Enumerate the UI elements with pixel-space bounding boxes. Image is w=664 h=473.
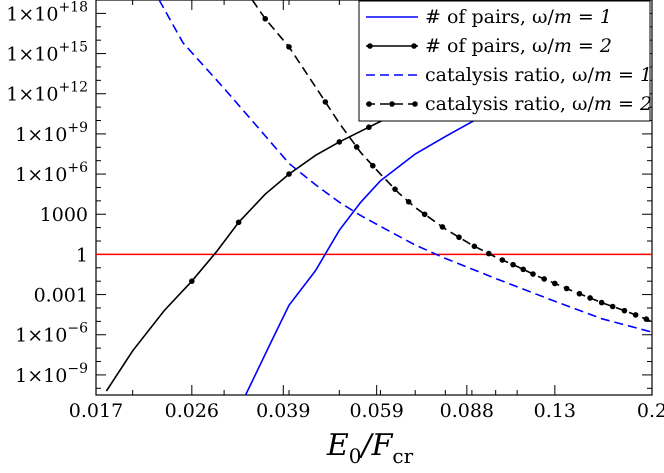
series-line-3 <box>158 0 652 333</box>
x-tick-label: 0.017 <box>69 400 123 422</box>
y-tick-label: 1×10+9 <box>15 120 88 146</box>
series-4-marker <box>286 44 292 50</box>
series-4-marker <box>439 224 446 230</box>
y-tick-label: 1×10+12 <box>6 80 88 106</box>
series-2-marker <box>336 139 343 145</box>
y-tick-labels: 1×10+18 1×10+15 1×10+12 1×10+9 1×10+6 1000 1 0.… <box>6 0 88 387</box>
legend-label-2: # of pairs, ω/m = 2 <box>425 35 612 57</box>
series-2-marker <box>235 219 242 226</box>
series-4-marker <box>369 162 376 169</box>
series-2-marker <box>366 124 372 131</box>
series-4-marker <box>632 312 639 318</box>
series-4-marker <box>530 271 536 277</box>
legend: # of pairs, ω/m = 1 # of pairs, ω/m = 2 ca… <box>358 0 652 122</box>
x-tick-label: 0.13 <box>534 400 576 422</box>
y-tick-label: 1 <box>76 244 88 266</box>
series-4-marker <box>598 299 605 306</box>
series-4-marker <box>510 261 516 268</box>
x-tick-label: 0.059 <box>349 400 403 422</box>
series-4-marker <box>392 186 398 192</box>
x-tick-label: 0.2 <box>637 400 664 422</box>
series-4-marker <box>552 280 558 287</box>
legend-box <box>358 0 651 122</box>
y-tick-label: 1×10−6 <box>15 321 88 347</box>
legend-label-1: # of pairs, ω/m = 1 <box>425 6 612 28</box>
x-tick-labels: 0.017 0.026 0.039 0.059 0.088 0.13 0.2 <box>69 400 664 422</box>
x-axis-label: E0/Fcr <box>326 428 414 468</box>
y-tick-label: 1×10+18 <box>6 0 88 25</box>
series-4-marker <box>520 266 527 273</box>
series-4-marker <box>576 290 583 297</box>
series-4-marker <box>643 316 650 322</box>
x-tick-label: 0.026 <box>165 400 219 422</box>
legend-label-3: catalysis ratio, ω/m = 1 <box>425 64 652 86</box>
series-line-1 <box>244 90 534 395</box>
x-tick-label: 0.039 <box>256 400 310 422</box>
legend-marker-2 <box>411 43 417 49</box>
series-4-marker <box>485 250 492 257</box>
series-line-4 <box>251 0 652 323</box>
series-4-marker <box>471 243 478 250</box>
series-4-marker <box>563 285 570 292</box>
series-4-marker <box>587 295 593 301</box>
series-4-marker <box>262 15 269 22</box>
legend-marker-2 <box>367 43 373 49</box>
series-4-marker <box>456 234 462 241</box>
plot-frame <box>95 0 653 396</box>
series-4-marker <box>541 276 547 282</box>
series-4-marker <box>499 257 506 263</box>
series-4-marker <box>421 211 428 218</box>
legend-label-4: catalysis ratio, ω/m = 2 <box>425 93 652 115</box>
y-tick-label: 1×10+15 <box>6 40 88 66</box>
series-2-marker <box>189 278 195 284</box>
series-4-marker <box>621 307 628 314</box>
legend-marker-4 <box>389 101 395 107</box>
series-4-marker <box>353 144 360 150</box>
series-2-marker <box>286 171 292 177</box>
series-4-marker <box>405 198 412 205</box>
legend-marker-4 <box>366 101 372 107</box>
y-tick-label: 1×10+6 <box>15 160 88 186</box>
legend-marker-4 <box>412 101 418 107</box>
y-tick-label: 0.001 <box>34 285 88 307</box>
y-tick-label: 1000 <box>40 204 88 226</box>
series-4-marker <box>609 303 616 310</box>
y-tick-label: 1×10−9 <box>15 361 88 387</box>
series-4-marker <box>322 99 329 105</box>
x-tick-label: 0.088 <box>440 400 494 422</box>
